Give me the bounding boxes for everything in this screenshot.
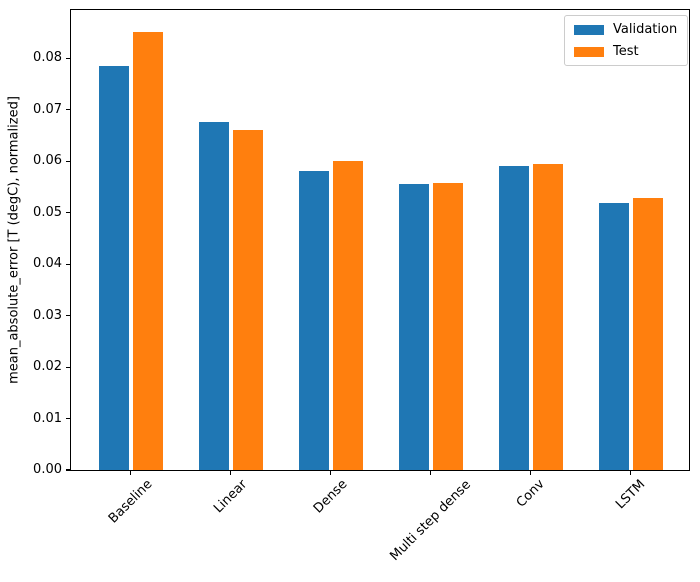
y-tick-label-0.06: 0.06 [33, 153, 62, 169]
legend-label-validation: Validation [613, 22, 678, 37]
legend-swatch-test [574, 46, 604, 57]
y-tick-label-0.01: 0.01 [33, 410, 62, 426]
y-tick-label-0.05: 0.05 [33, 204, 62, 220]
x-tick-mark-linear [230, 471, 232, 475]
y-tick-mark-0.02 [66, 366, 70, 368]
bar-test-linear [232, 129, 263, 470]
x-tick-label-linear: Linear [210, 476, 250, 517]
y-tick-mark-0.04 [66, 263, 70, 265]
bar-validation-dense [298, 171, 329, 470]
x-tick-label-conv: Conv [513, 476, 548, 511]
plot-area [70, 9, 690, 471]
y-tick-mark-0.01 [66, 417, 70, 420]
y-tick-label-0.08: 0.08 [33, 50, 62, 66]
x-tick-label-baseline: Baseline [105, 476, 156, 527]
y-tick-mark-0.08 [66, 57, 70, 59]
y-axis-label: mean_absolute_error [T (degC), normalize… [6, 96, 22, 384]
bar-validation-multi-step-dense [398, 184, 429, 470]
y-tick-label-0.07: 0.07 [33, 101, 62, 117]
x-tick-mark-multi-step-dense [430, 471, 432, 475]
y-tick-label-0.04: 0.04 [33, 256, 62, 272]
bar-test-dense [332, 161, 363, 470]
legend-entry-test: Test [574, 44, 677, 59]
bar-validation-conv [498, 165, 529, 470]
bar-test-conv [532, 164, 563, 470]
x-tick-mark-baseline [130, 471, 132, 475]
x-tick-mark-lstm [630, 471, 632, 475]
bar-test-baseline [132, 32, 163, 470]
y-tick-mark-0.05 [66, 212, 70, 214]
legend-entry-validation: Validation [574, 22, 677, 37]
y-tick-mark-0.00 [66, 469, 70, 471]
y-tick-mark-0.06 [66, 160, 70, 162]
bar-validation-baseline [98, 66, 129, 470]
y-tick-label-0.03: 0.03 [33, 307, 62, 323]
y-tick-mark-0.07 [66, 109, 70, 111]
y-tick-mark-0.03 [66, 315, 70, 317]
bar-test-lstm [632, 197, 663, 470]
bar-validation-linear [198, 121, 229, 470]
bar-validation-lstm [598, 203, 629, 470]
y-tick-label-0.00: 0.00 [33, 462, 62, 477]
legend-swatch-validation [574, 24, 604, 35]
bar-test-multi-step-dense [432, 182, 463, 470]
x-tick-mark-conv [530, 471, 532, 475]
legend: Validation Test [564, 15, 689, 66]
x-tick-label-multi-step-dense: Multi step dense [387, 476, 474, 564]
x-tick-mark-dense [330, 471, 332, 475]
x-tick-label-lstm: LSTM [612, 477, 648, 513]
y-tick-label-0.02: 0.02 [33, 359, 62, 375]
legend-label-test: Test [613, 44, 639, 59]
x-tick-label-dense: Dense [310, 477, 351, 517]
